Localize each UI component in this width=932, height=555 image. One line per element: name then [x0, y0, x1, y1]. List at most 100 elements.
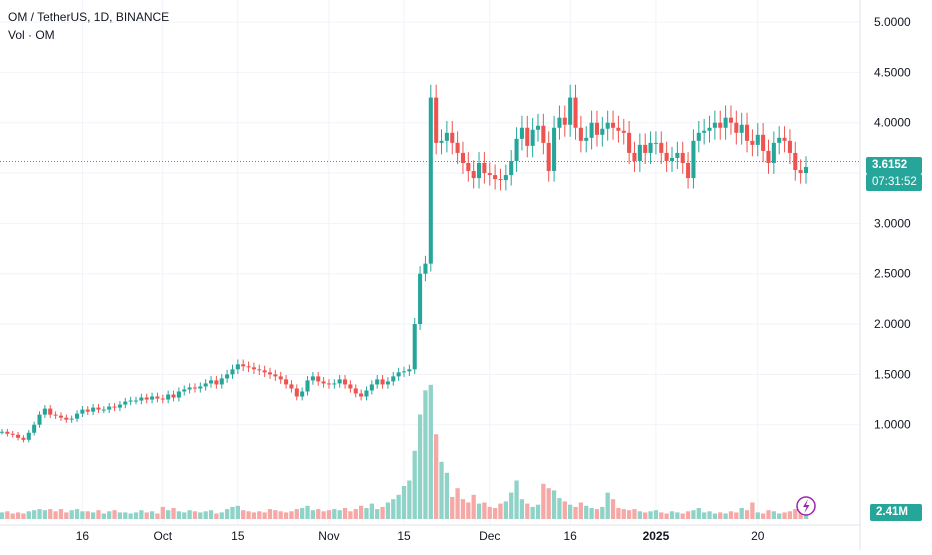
- volume-bar: [766, 510, 771, 519]
- candle: [761, 134, 766, 151]
- volume-bar: [428, 384, 433, 519]
- volume-bar: [637, 511, 642, 519]
- volume-bar: [305, 505, 310, 519]
- candle: [434, 97, 439, 143]
- volume-bar: [251, 512, 257, 519]
- candle: [310, 376, 315, 381]
- volume-bar: [525, 503, 530, 519]
- volume-bar: [417, 414, 423, 519]
- candle: [75, 413, 80, 419]
- y-tick-label: 3.0000: [874, 216, 911, 230]
- candle: [562, 117, 567, 125]
- candle: [444, 132, 449, 141]
- candle: [471, 171, 476, 179]
- volume-bar: [32, 510, 37, 519]
- candle: [718, 122, 723, 128]
- candle: [712, 122, 717, 128]
- candle: [385, 381, 390, 385]
- candle: [482, 162, 487, 174]
- volume-bar: [793, 509, 798, 519]
- candle: [69, 418, 74, 420]
- candle: [514, 138, 519, 161]
- candle: [723, 117, 728, 128]
- x-tick-label: 16: [563, 529, 577, 543]
- candle: [375, 379, 380, 385]
- candle: [80, 409, 85, 414]
- candle: [493, 175, 498, 180]
- candle: [251, 367, 256, 370]
- volume-bar: [557, 498, 562, 519]
- volume-bar: [707, 511, 712, 519]
- candle: [637, 144, 642, 161]
- candle: [214, 380, 219, 385]
- candle: [750, 140, 755, 145]
- candle: [552, 127, 557, 172]
- candle: [117, 404, 122, 408]
- volume-bar: [675, 512, 680, 519]
- candle: [326, 383, 331, 385]
- candle: [787, 140, 792, 153]
- candle: [803, 167, 809, 174]
- y-tick-label: 1.5000: [874, 367, 911, 381]
- volume-bar: [166, 510, 171, 519]
- candle: [605, 122, 610, 129]
- candle: [643, 144, 648, 153]
- volume-bar: [80, 511, 85, 519]
- volume-bar: [476, 503, 482, 519]
- y-tick-label: 2.0000: [874, 317, 911, 331]
- volume-bar: [702, 512, 707, 519]
- y-tick-label: 4.0000: [874, 116, 911, 130]
- candle: [578, 127, 583, 141]
- volume-bar: [498, 503, 503, 519]
- volume-bar: [423, 390, 428, 519]
- candle: [91, 407, 96, 412]
- volume-bar: [42, 510, 48, 519]
- volume-bar: [669, 511, 675, 519]
- candle: [621, 130, 626, 133]
- candle: [557, 117, 562, 128]
- volume-bar: [337, 510, 342, 519]
- candle: [241, 364, 246, 367]
- candle: [407, 369, 412, 372]
- volume-bar: [273, 510, 278, 519]
- y-tick-label: 4.5000: [874, 65, 911, 79]
- candle: [648, 142, 653, 153]
- volume-legend[interactable]: Vol · OM: [8, 28, 55, 42]
- candle: [42, 408, 47, 415]
- chart-title[interactable]: OM / TetherUS, 1D, BINANCE: [8, 10, 170, 24]
- candle: [418, 273, 423, 325]
- volume-bar: [589, 508, 594, 519]
- candle: [123, 401, 128, 405]
- volume-bar: [568, 504, 573, 519]
- candle: [589, 122, 594, 138]
- candle: [58, 415, 63, 418]
- volume-bar: [112, 510, 117, 519]
- volume-bar: [755, 512, 760, 519]
- volume-bar: [37, 509, 42, 519]
- volume-bar: [182, 512, 187, 519]
- volume-bar: [750, 502, 755, 519]
- candle: [48, 408, 53, 415]
- volume-bar: [680, 513, 685, 519]
- volume-bar: [616, 508, 621, 519]
- volume-bar: [444, 472, 450, 519]
- volume-bar: [198, 512, 203, 519]
- volume-bar: [171, 508, 176, 519]
- volume-bar: [648, 511, 653, 519]
- candle: [171, 394, 176, 398]
- volume-bar: [5, 511, 10, 519]
- candle: [594, 122, 599, 135]
- candle: [745, 124, 750, 141]
- x-tick-label: Dec: [479, 529, 500, 543]
- candle: [128, 400, 133, 402]
- candle: [64, 417, 69, 420]
- volume-bar: [230, 506, 235, 519]
- candle: [509, 160, 514, 176]
- volume-bar: [578, 502, 584, 519]
- candle: [37, 414, 42, 425]
- volume-bar: [573, 506, 578, 519]
- candle: [300, 391, 305, 397]
- volume-bar: [155, 513, 160, 519]
